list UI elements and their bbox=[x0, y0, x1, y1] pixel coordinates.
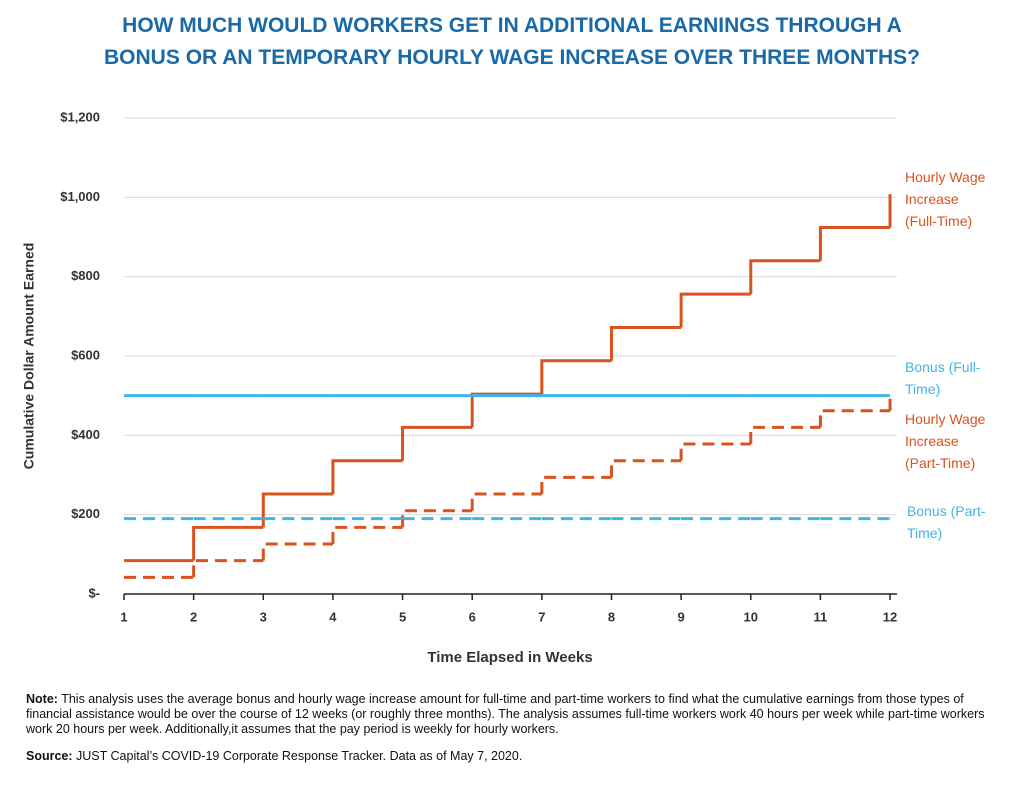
series-label: Bonus (Part-Time) bbox=[907, 503, 986, 541]
step-segment bbox=[679, 292, 751, 328]
step-segment bbox=[540, 359, 612, 395]
step-segment bbox=[540, 475, 612, 495]
source-label: Source: bbox=[26, 749, 73, 763]
step-segment bbox=[192, 559, 264, 578]
series-label: Hourly Wage Increase (Full-Time) bbox=[905, 169, 986, 229]
step-segment bbox=[401, 425, 473, 461]
note: Note: This analysis uses the average bon… bbox=[26, 692, 1001, 737]
step-segment bbox=[609, 459, 682, 478]
y-tick-label: $800 bbox=[71, 268, 100, 283]
note-text: This analysis uses the average bonus and… bbox=[26, 692, 985, 736]
y-tick-label: $1,200 bbox=[60, 109, 100, 124]
source-text: JUST Capital’s COVID-19 Corporate Respon… bbox=[76, 749, 523, 763]
step-segment bbox=[749, 425, 821, 445]
step-segment bbox=[261, 542, 333, 561]
chart-title: HOW MUCH WOULD WORKERS GET IN ADDITIONAL… bbox=[104, 14, 920, 69]
step-segment bbox=[818, 225, 891, 261]
x-tick-label: 12 bbox=[883, 609, 897, 624]
x-tick-label: 6 bbox=[469, 609, 476, 624]
step-segment bbox=[818, 409, 891, 428]
x-tick-label: 2 bbox=[190, 609, 197, 624]
notes: Note: This analysis uses the average bon… bbox=[26, 692, 1001, 776]
y-tick-label: $- bbox=[88, 585, 100, 600]
y-tick-label: $200 bbox=[71, 506, 100, 521]
step-segment bbox=[470, 492, 542, 511]
x-tick-label: 11 bbox=[814, 609, 828, 624]
x-tick-label: 1 bbox=[120, 609, 127, 624]
y-tick-label: $1,000 bbox=[60, 189, 100, 204]
step-segment bbox=[331, 459, 403, 495]
x-axis-title: Time Elapsed in Weeks bbox=[427, 649, 592, 666]
x-tick-label: 9 bbox=[677, 609, 684, 624]
x-tick-label: 3 bbox=[260, 609, 267, 624]
y-tick-label: $600 bbox=[71, 347, 100, 362]
x-tick-label: 4 bbox=[329, 609, 337, 624]
step-segment bbox=[609, 325, 682, 361]
step-segment bbox=[261, 492, 333, 528]
y-axis-title: Cumulative Dollar Amount Earned bbox=[21, 243, 37, 470]
step-segment bbox=[192, 525, 264, 561]
step-segment bbox=[749, 259, 821, 295]
series-label: Hourly Wage Increase (Part-Time) bbox=[905, 411, 986, 471]
x-tick-label: 8 bbox=[608, 609, 615, 624]
series-label: Bonus (Full-Time) bbox=[905, 359, 981, 397]
step-segment bbox=[331, 525, 403, 545]
step-segment bbox=[679, 442, 751, 461]
note-label: Note: bbox=[26, 692, 58, 706]
step-segment bbox=[470, 392, 542, 428]
source: Source: JUST Capital’s COVID-19 Corporat… bbox=[26, 749, 1001, 764]
x-tick-label: 10 bbox=[744, 609, 758, 624]
step-segment bbox=[401, 509, 473, 528]
x-tick-label: 5 bbox=[399, 609, 406, 624]
x-tick-label: 7 bbox=[538, 609, 545, 624]
y-tick-label: $400 bbox=[71, 427, 100, 442]
